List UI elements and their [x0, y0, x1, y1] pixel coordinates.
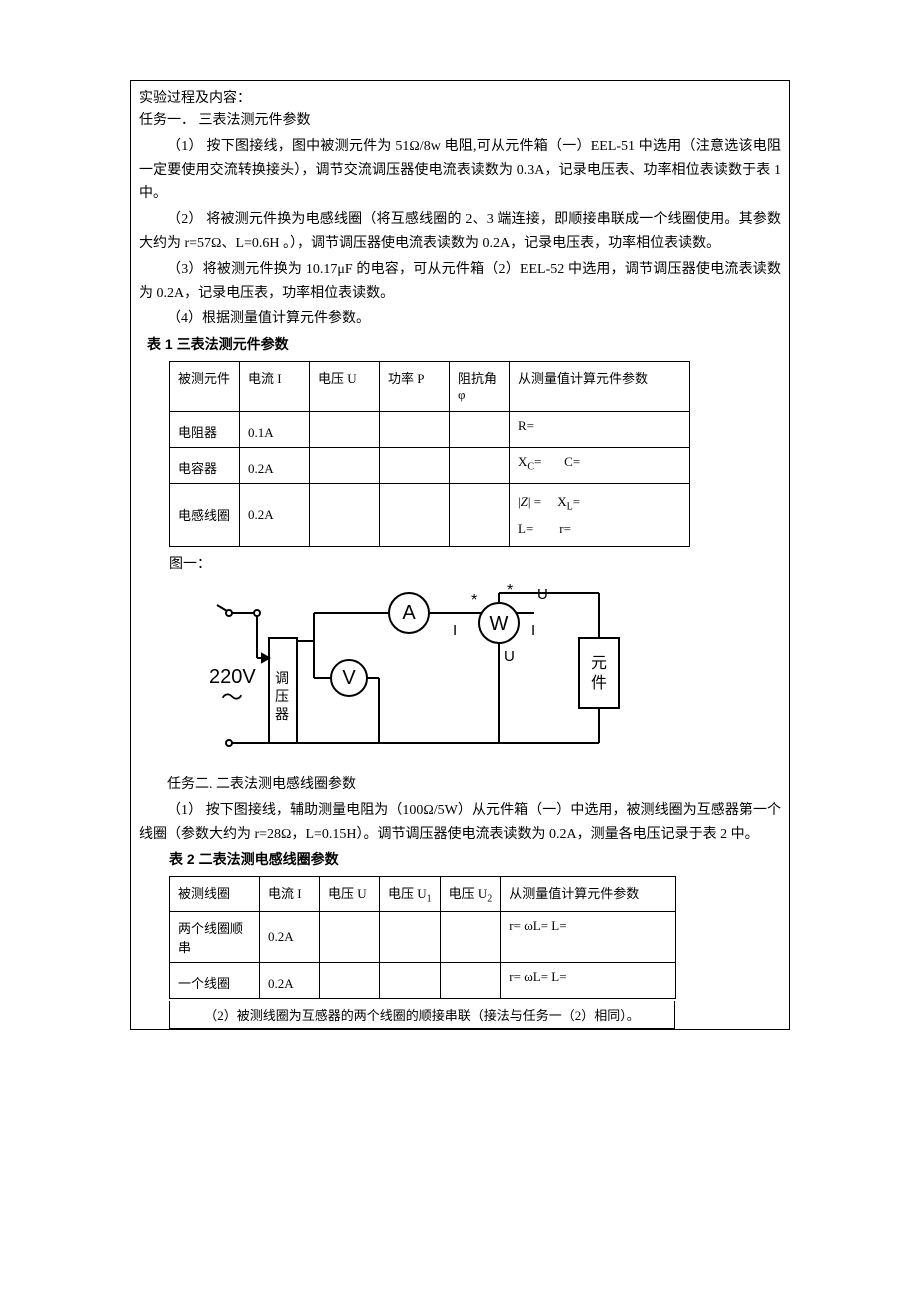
t2r1c5 — [440, 911, 501, 962]
table2: 被测线圈 电流 I 电压 U 电压 U1 电压 U2 从测量值计算元件参数 两个… — [169, 876, 676, 999]
t1r1c4 — [380, 411, 450, 447]
t1r1c1: 电阻器 — [170, 411, 240, 447]
t1h2: 电流 I — [240, 361, 310, 411]
t2r1c2: 0.2A — [260, 911, 320, 962]
task1-title: 任务一． 三表法测元件参数 — [139, 109, 781, 133]
t2r1c6: r= ωL= L= — [501, 911, 676, 962]
t1r3c4 — [380, 483, 450, 546]
table1-row: 电阻器 0.1A R= — [170, 411, 690, 447]
load-label: 元 — [591, 655, 607, 672]
t2r2c6: r= ωL= L= — [501, 962, 676, 998]
document-frame: 实验过程及内容： 任务一． 三表法测元件参数 （1） 按下图接线，图中被测元件为… — [130, 80, 790, 1030]
t1r2c5 — [450, 447, 510, 483]
t1h3: 电压 U — [310, 361, 380, 411]
t1r3c2: 0.2A — [240, 483, 310, 546]
table2-row: 一个线圈 0.2A r= ωL= L= — [170, 962, 676, 998]
t1r2c6: XC= C= — [510, 447, 690, 483]
fig1-caption: 图一： — [169, 553, 781, 573]
t1r1c2: 0.1A — [240, 411, 310, 447]
t2r2c5 — [440, 962, 501, 998]
svg-text:件: 件 — [591, 674, 607, 692]
t2r2c2: 0.2A — [260, 962, 320, 998]
task2-p1: （1） 按下图接线，辅助测量电阻为（100Ω/5W）从元件箱（一）中选用，被测线… — [139, 799, 781, 847]
table2-row: 两个线圈顺串 0.2A r= ωL= L= — [170, 911, 676, 962]
t1r3c5 — [450, 483, 510, 546]
t2r1c1: 两个线圈顺串 — [170, 911, 260, 962]
task1-p4: （4）根据测量值计算元件参数。 — [139, 307, 781, 331]
t1h1: 被测元件 — [170, 361, 240, 411]
task1-p3: （3）将被测元件换为 10.17μF 的电容，可从元件箱（2）EEL-52 中选… — [139, 258, 781, 306]
t1r2c1: 电容器 — [170, 447, 240, 483]
t1h4: 功率 P — [380, 361, 450, 411]
t2h6: 从测量值计算元件参数 — [501, 877, 676, 912]
label-U: U — [537, 586, 548, 603]
t1r2c3 — [310, 447, 380, 483]
t1r2c2: 0.2A — [240, 447, 310, 483]
table2-header-row: 被测线圈 电流 I 电压 U 电压 U1 电压 U2 从测量值计算元件参数 — [170, 877, 676, 912]
task2-title: 任务二. 二表法测电感线圈参数 — [139, 773, 781, 797]
t2h3: 电压 U — [320, 877, 380, 912]
task1-p2: （2） 将被测元件换为电感线圈（将互感线圈的 2、3 端连接，即顺接串联成一个线… — [139, 208, 781, 256]
t2r1c3 — [320, 911, 380, 962]
autotransformer-label: 调 — [275, 670, 289, 686]
star-icon: * — [507, 583, 513, 599]
table1-caption: 表 1 三表法测元件参数 — [147, 333, 781, 357]
t1r1c6: R= — [510, 411, 690, 447]
t2r2c3 — [320, 962, 380, 998]
task1-p1: （1） 按下图接线，图中被测元件为 51Ω/8w 电阻,可从元件箱（一）EEL-… — [139, 135, 781, 206]
table2-caption: 表 2 二表法测电感线圈参数 — [169, 848, 781, 872]
t2h2: 电流 I — [260, 877, 320, 912]
circuit-diagram: A V W * * I I U U 220V ～ 调 压 器 元 件 — [199, 583, 639, 763]
t1r2c4 — [380, 447, 450, 483]
t1h5: 阻抗角φ — [450, 361, 510, 411]
t1h6: 从测量值计算元件参数 — [510, 361, 690, 411]
label-I: I — [531, 622, 535, 639]
t2r2c1: 一个线圈 — [170, 962, 260, 998]
label-I: I — [453, 622, 457, 639]
t2h1: 被测线圈 — [170, 877, 260, 912]
t1r3c1: 电感线圈 — [170, 483, 240, 546]
t2h5: 电压 U2 — [440, 877, 501, 912]
ac-symbol: ～ — [221, 685, 243, 710]
star-icon: * — [471, 592, 477, 609]
t1r3c3 — [310, 483, 380, 546]
table1-row: 电感线圈 0.2A |Z| = XL=L= r= — [170, 483, 690, 546]
table1-header-row: 被测元件 电流 I 电压 U 功率 P 阻抗角φ 从测量值计算元件参数 — [170, 361, 690, 411]
t1r3c6: |Z| = XL=L= r= — [510, 483, 690, 546]
t1r1c3 — [310, 411, 380, 447]
voltmeter-label: V — [342, 667, 356, 689]
table1-row: 电容器 0.2A XC= C= — [170, 447, 690, 483]
t2h4: 电压 U1 — [380, 877, 441, 912]
label-U: U — [504, 648, 515, 665]
header: 实验过程及内容： — [139, 87, 781, 107]
svg-text:器: 器 — [275, 706, 289, 722]
ammeter-label: A — [402, 602, 416, 624]
t2r2c4 — [380, 962, 441, 998]
footer-note: （2）被测线圈为互感器的两个线圈的顺接串联（接法与任务一（2）相同）。 — [169, 1001, 675, 1029]
t1r1c5 — [450, 411, 510, 447]
table1: 被测元件 电流 I 电压 U 功率 P 阻抗角φ 从测量值计算元件参数 电阻器 … — [169, 361, 690, 547]
wattmeter-label: W — [490, 613, 509, 635]
t2r1c4 — [380, 911, 441, 962]
svg-text:压: 压 — [275, 688, 289, 704]
